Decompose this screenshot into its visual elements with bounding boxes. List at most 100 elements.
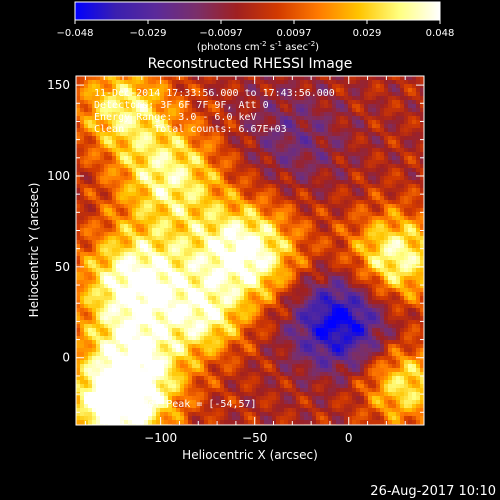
heatmap-cell <box>376 212 381 217</box>
heatmap-cell <box>220 176 225 181</box>
heatmap-cell <box>356 88 361 93</box>
heatmap-cell <box>180 256 185 261</box>
heatmap-cell <box>408 268 413 273</box>
heatmap-cell <box>144 148 149 153</box>
heatmap-cell <box>284 204 289 209</box>
heatmap-cell <box>420 136 424 141</box>
heatmap-cell <box>392 288 397 293</box>
heatmap-cell <box>396 296 401 301</box>
heatmap-cell <box>264 148 269 153</box>
heatmap-cell <box>116 100 121 105</box>
heatmap-cell <box>364 292 369 297</box>
heatmap-cell <box>80 108 85 113</box>
heatmap-cell <box>76 112 81 117</box>
heatmap-cell <box>116 256 121 261</box>
heatmap-cell <box>332 120 337 125</box>
heatmap-cell <box>412 88 417 93</box>
heatmap-cell <box>388 216 393 221</box>
heatmap-cell <box>296 96 301 101</box>
heatmap-cell <box>204 132 209 137</box>
heatmap-cell <box>100 160 105 165</box>
heatmap-cell <box>412 204 417 209</box>
heatmap-cell <box>92 304 97 309</box>
chart-title: Reconstructed RHESSI Image <box>148 56 353 72</box>
heatmap-cell <box>216 160 221 165</box>
heatmap-cell <box>260 300 265 305</box>
heatmap-cell <box>112 124 117 129</box>
heatmap-cell <box>160 116 165 121</box>
heatmap-cell <box>120 136 125 141</box>
heatmap-cell <box>396 140 401 145</box>
heatmap-cell <box>160 192 165 197</box>
heatmap-cell <box>112 132 117 137</box>
heatmap-cell <box>88 220 93 225</box>
heatmap-cell <box>168 288 173 293</box>
heatmap-cell <box>320 84 325 89</box>
heatmap-cell <box>108 104 113 109</box>
heatmap-cell <box>416 116 421 121</box>
heatmap-cell <box>352 124 357 129</box>
heatmap-cell <box>276 96 281 101</box>
heatmap-cell <box>388 76 393 81</box>
heatmap-cell <box>132 264 137 269</box>
heatmap-cell <box>396 280 401 285</box>
heatmap-cell <box>296 100 301 105</box>
heatmap-cell <box>388 280 393 285</box>
heatmap-cell <box>404 136 409 141</box>
heatmap-cell <box>276 260 281 265</box>
heatmap-cell <box>216 188 221 193</box>
heatmap-cell <box>356 288 361 293</box>
heatmap-cell <box>284 160 289 165</box>
heatmap-cell <box>140 128 145 133</box>
heatmap-cell <box>292 124 297 129</box>
heatmap-cell <box>176 268 181 273</box>
heatmap-cell <box>108 280 113 285</box>
heatmap-cell <box>116 292 121 297</box>
heatmap-cell <box>288 152 293 157</box>
heatmap-cell <box>196 296 201 301</box>
heatmap-cell <box>268 224 273 229</box>
heatmap-cell <box>196 260 201 265</box>
heatmap-cell <box>408 160 413 165</box>
heatmap-cell <box>184 168 189 173</box>
heatmap-cell <box>256 200 261 205</box>
heatmap-cell <box>268 160 273 165</box>
heatmap-cell <box>80 84 85 89</box>
heatmap-cell <box>184 188 189 193</box>
heatmap-cell <box>344 84 349 89</box>
heatmap-cell <box>104 80 109 85</box>
heatmap-cell <box>356 148 361 153</box>
heatmap-cell <box>76 232 81 237</box>
heatmap-cell <box>368 236 373 241</box>
heatmap-cell <box>356 104 361 109</box>
heatmap-cell <box>96 260 101 265</box>
heatmap-cell <box>268 92 273 97</box>
heatmap-cell <box>272 256 277 261</box>
heatmap-cell <box>392 136 397 141</box>
heatmap-cell <box>404 148 409 153</box>
heatmap-cell <box>412 112 417 117</box>
heatmap-cell <box>92 300 97 305</box>
heatmap-cell <box>236 176 241 181</box>
heatmap-cell <box>172 100 177 105</box>
heatmap-cell <box>332 236 337 241</box>
heatmap-cell <box>256 80 261 85</box>
heatmap-cell <box>92 200 97 205</box>
heatmap-cell <box>228 108 233 113</box>
heatmap-cell <box>196 188 201 193</box>
heatmap-cell <box>412 104 417 109</box>
heatmap-cell <box>168 240 173 245</box>
heatmap-cell <box>144 88 149 93</box>
heatmap-cell <box>308 172 313 177</box>
heatmap-cell <box>224 184 229 189</box>
heatmap-cell <box>80 260 85 265</box>
heatmap-cell <box>348 112 353 117</box>
heatmap-cell <box>248 152 253 157</box>
heatmap-cell <box>108 112 113 117</box>
heatmap-cell <box>188 100 193 105</box>
heatmap-cell <box>136 252 141 257</box>
heatmap-cell <box>180 160 185 165</box>
heatmap-cell <box>216 184 221 189</box>
heatmap-cell <box>84 244 89 249</box>
heatmap-cell <box>120 256 125 261</box>
